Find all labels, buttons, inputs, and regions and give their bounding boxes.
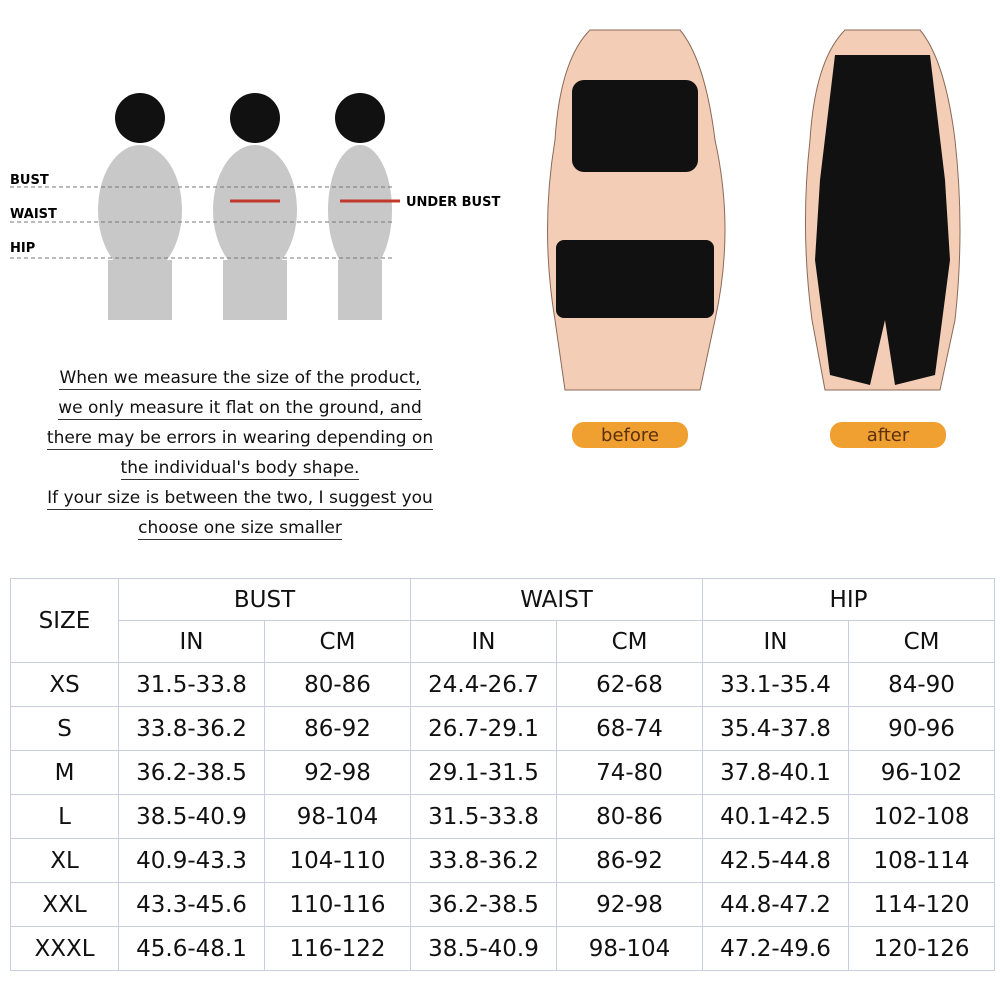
measure-cell: 120-126 <box>848 926 996 971</box>
before-figure: before <box>547 29 726 448</box>
measure-cell: 92-98 <box>263 750 412 795</box>
note-line: there may be errors in wearing depending… <box>0 428 480 450</box>
measure-cell: 43.3-45.6 <box>118 882 265 927</box>
measure-cell: 36.2-38.5 <box>410 882 558 927</box>
measure-cell: 108-114 <box>848 838 996 883</box>
measure-cell: 35.4-37.8 <box>702 706 850 751</box>
measure-cell: 45.6-48.1 <box>118 926 265 971</box>
unit-header: CM <box>263 620 412 663</box>
measure-cell: 33.8-36.2 <box>118 706 265 751</box>
note-line: we only measure it flat on the ground, a… <box>0 398 480 420</box>
measure-cell: 114-120 <box>848 882 996 927</box>
measure-cell: 98-104 <box>556 926 704 971</box>
measure-cell: 86-92 <box>556 838 704 883</box>
unit-header: IN <box>118 620 265 663</box>
measure-cell: 47.2-49.6 <box>702 926 850 971</box>
note-text: When we measure the size of the product, <box>59 368 421 390</box>
note-line: If your size is between the two, I sugge… <box>0 488 480 510</box>
measure-cell: 38.5-40.9 <box>118 794 265 839</box>
group-header: WAIST <box>410 578 704 621</box>
measure-cell: 26.7-29.1 <box>410 706 558 751</box>
measure-cell: 33.8-36.2 <box>410 838 558 883</box>
measure-cell: 98-104 <box>263 794 412 839</box>
label-waist: WAIST <box>10 207 57 222</box>
unit-header: CM <box>848 620 996 663</box>
after-figure: after <box>804 29 961 448</box>
after-label: after <box>867 425 910 446</box>
note-text: choose one size smaller <box>138 518 342 540</box>
measure-cell: 29.1-31.5 <box>410 750 558 795</box>
note-line: choose one size smaller <box>0 518 480 540</box>
measure-cell: 33.1-35.4 <box>702 662 850 707</box>
measure-cell: 96-102 <box>848 750 996 795</box>
illustrations: BUST WAIST HIP UNDER BUST before after <box>10 29 961 448</box>
size-cell: L <box>10 794 119 839</box>
measure-cell: 80-86 <box>556 794 704 839</box>
measure-cell: 102-108 <box>848 794 996 839</box>
measure-cell: 68-74 <box>556 706 704 751</box>
measure-cell: 38.5-40.9 <box>410 926 558 971</box>
before-label: before <box>601 425 659 446</box>
measure-cell: 42.5-44.8 <box>702 838 850 883</box>
unit-header: IN <box>410 620 558 663</box>
note-text: the individual's body shape. <box>120 458 360 480</box>
measure-cell: 44.8-47.2 <box>702 882 850 927</box>
measure-cell: 40.1-42.5 <box>702 794 850 839</box>
unit-header: CM <box>556 620 704 663</box>
measure-cell: 31.5-33.8 <box>410 794 558 839</box>
group-header: HIP <box>702 578 996 621</box>
measure-cell: 40.9-43.3 <box>118 838 265 883</box>
label-under-bust: UNDER BUST <box>406 195 500 210</box>
size-cell: M <box>10 750 119 795</box>
group-header: BUST <box>117 578 412 621</box>
size-cell: S <box>10 706 119 751</box>
measure-cell: 84-90 <box>848 662 996 707</box>
size-cell: XXXL <box>10 926 119 971</box>
note-text: If your size is between the two, I sugge… <box>47 488 433 510</box>
measure-cell: 92-98 <box>556 882 704 927</box>
measure-cell: 86-92 <box>263 706 412 751</box>
measure-cell: 80-86 <box>263 662 412 707</box>
note-line: the individual's body shape. <box>0 458 480 480</box>
note-text: we only measure it flat on the ground, a… <box>58 398 422 420</box>
size-cell: XXL <box>10 882 119 927</box>
measure-cell: 24.4-26.7 <box>410 662 558 707</box>
size-cell: XL <box>10 838 119 883</box>
label-bust: BUST <box>10 173 49 188</box>
label-hip: HIP <box>10 241 35 256</box>
measure-cell: 116-122 <box>263 926 412 971</box>
size-cell: XS <box>10 662 119 707</box>
measure-cell: 37.8-40.1 <box>702 750 850 795</box>
measure-cell: 90-96 <box>848 706 996 751</box>
note-line: When we measure the size of the product, <box>0 368 480 390</box>
measure-cell: 36.2-38.5 <box>118 750 265 795</box>
measure-cell: 74-80 <box>556 750 704 795</box>
note-text: there may be errors in wearing depending… <box>46 428 434 450</box>
measure-cell: 104-110 <box>263 838 412 883</box>
measure-cell: 110-116 <box>263 882 412 927</box>
unit-header: IN <box>702 620 850 663</box>
measure-cell: 62-68 <box>556 662 704 707</box>
measure-figures <box>98 145 392 320</box>
size-header: SIZE <box>10 578 119 663</box>
size-table: SIZE BUST WAIST HIP IN CM IN CM IN CM XS 31.5-33.8 8… <box>10 578 996 971</box>
measure-cell: 31.5-33.8 <box>118 662 265 707</box>
